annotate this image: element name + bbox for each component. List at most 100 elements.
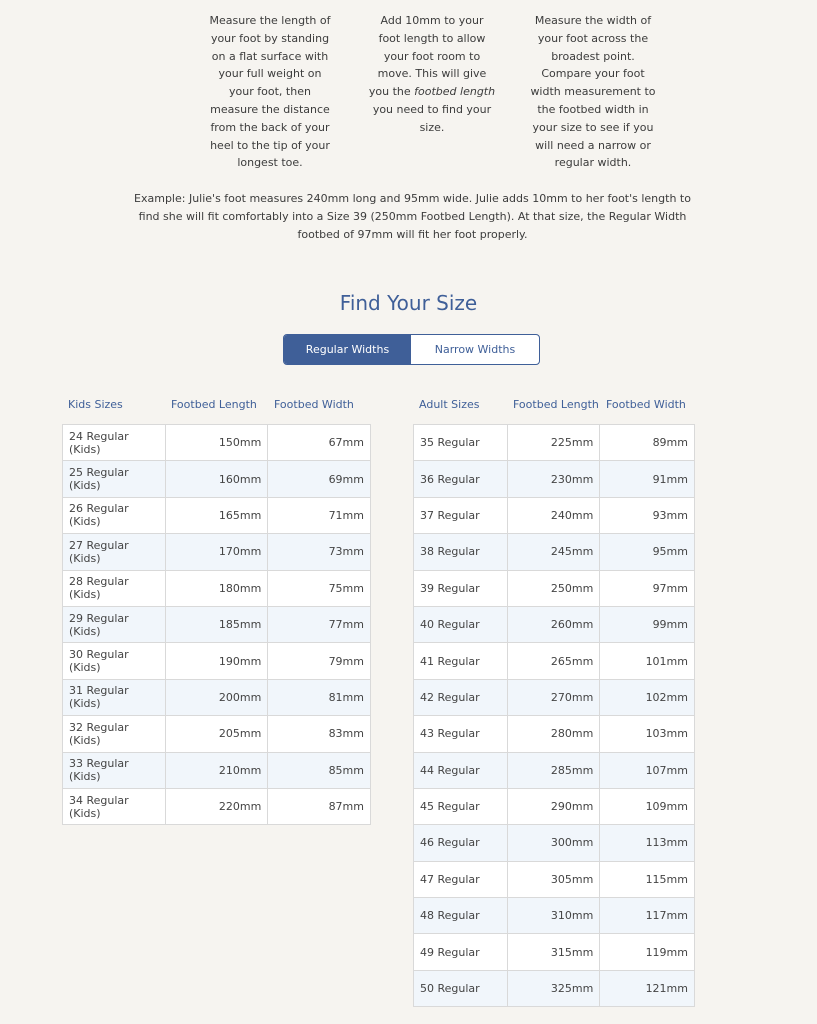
size-cell: 50 Regular <box>413 969 508 1008</box>
length-cell: 300mm <box>506 824 601 862</box>
width-cell: 85mm <box>267 751 371 789</box>
kids-size-table: 24 Regular (Kids) 150mm 67mm 25 Regular (Ki… <box>62 423 371 826</box>
table-row: 46 Regular 300mm 113mm <box>413 824 695 862</box>
length-cell: 150mm <box>164 423 269 462</box>
length-cell: 225mm <box>506 423 601 462</box>
length-cell: 325mm <box>506 969 601 1008</box>
length-cell: 310mm <box>506 897 601 935</box>
page-title: Find Your Size <box>339 291 478 315</box>
length-cell: 170mm <box>164 533 269 571</box>
table-row: 49 Regular 315mm 119mm <box>413 933 695 971</box>
table-row: 33 Regular (Kids) 210mm 85mm <box>62 751 371 789</box>
table-row: 24 Regular (Kids) 150mm 67mm <box>62 423 371 462</box>
table-row: 44 Regular 285mm 107mm <box>413 751 695 789</box>
size-cell: 32 Regular (Kids) <box>62 715 166 753</box>
width-cell: 81mm <box>267 678 371 717</box>
length-cell: 205mm <box>164 715 269 753</box>
length-cell: 190mm <box>164 642 269 680</box>
width-cell: 101mm <box>599 642 695 680</box>
step-text: Add 10mm to your foot length to allow yo… <box>368 14 487 99</box>
size-cell: 27 Regular (Kids) <box>62 533 166 571</box>
width-cell: 117mm <box>599 897 695 935</box>
table-row: 40 Regular 260mm 99mm <box>413 605 695 644</box>
width-cell: 93mm <box>599 496 695 535</box>
table-row: 47 Regular 305mm 115mm <box>413 860 695 899</box>
table-row: 34 Regular (Kids) 220mm 87mm <box>62 787 371 826</box>
width-cell: 91mm <box>599 460 695 498</box>
table-row: 42 Regular 270mm 102mm <box>413 678 695 717</box>
table-row: 25 Regular (Kids) 160mm 69mm <box>62 460 371 498</box>
regular-widths-tab[interactable]: Regular Widths <box>284 335 411 364</box>
length-cell: 305mm <box>506 860 601 899</box>
narrow-widths-tab[interactable]: Narrow Widths <box>434 343 516 356</box>
size-cell: 39 Regular <box>413 569 508 607</box>
length-cell: 315mm <box>506 933 601 971</box>
width-cell: 102mm <box>599 678 695 717</box>
width-cell: 109mm <box>599 787 695 826</box>
size-cell: 38 Regular <box>413 533 508 571</box>
table-row: 26 Regular (Kids) 165mm 71mm <box>62 496 371 535</box>
table-row: 37 Regular 240mm 93mm <box>413 496 695 535</box>
example-text: Example: Julie's foot measures 240mm lon… <box>134 192 691 241</box>
table-row: 48 Regular 310mm 117mm <box>413 897 695 935</box>
size-cell: 48 Regular <box>413 897 508 935</box>
length-cell: 165mm <box>164 496 269 535</box>
size-cell: 25 Regular (Kids) <box>62 460 166 498</box>
table-row: 35 Regular 225mm 89mm <box>413 423 695 462</box>
size-cell: 40 Regular <box>413 605 508 644</box>
table-row: 31 Regular (Kids) 200mm 81mm <box>62 678 371 717</box>
table-row: 27 Regular (Kids) 170mm 73mm <box>62 533 371 571</box>
adult-size-table: 35 Regular 225mm 89mm 36 Regular 230mm 91mm 37… <box>413 423 695 1008</box>
step-measure-length: Measure the length of your foot by stand… <box>209 14 331 170</box>
width-cell: 69mm <box>267 460 371 498</box>
length-cell: 270mm <box>506 678 601 717</box>
step-measure-width: Measure the width of your foot across th… <box>530 14 656 170</box>
length-cell: 250mm <box>506 569 601 607</box>
width-cell: 67mm <box>267 423 371 462</box>
length-cell: 210mm <box>164 751 269 789</box>
width-cell: 113mm <box>599 824 695 862</box>
size-cell: 37 Regular <box>413 496 508 535</box>
table-row: 30 Regular (Kids) 190mm 79mm <box>62 642 371 680</box>
width-cell: 121mm <box>599 969 695 1008</box>
width-cell: 75mm <box>267 569 371 607</box>
table-row: 50 Regular 325mm 121mm <box>413 969 695 1008</box>
table-row: 43 Regular 280mm 103mm <box>413 715 695 753</box>
size-cell: 46 Regular <box>413 824 508 862</box>
size-cell: 33 Regular (Kids) <box>62 751 166 789</box>
width-cell: 99mm <box>599 605 695 644</box>
kids-sizes-header: Kids Sizes <box>68 398 123 411</box>
table-row: 45 Regular 290mm 109mm <box>413 787 695 826</box>
length-cell: 180mm <box>164 569 269 607</box>
size-cell: 28 Regular (Kids) <box>62 569 166 607</box>
table-row: 41 Regular 265mm 101mm <box>413 642 695 680</box>
size-cell: 34 Regular (Kids) <box>62 787 166 826</box>
width-cell: 79mm <box>267 642 371 680</box>
width-cell: 115mm <box>599 860 695 899</box>
length-cell: 200mm <box>164 678 269 717</box>
size-cell: 44 Regular <box>413 751 508 789</box>
width-cell: 103mm <box>599 715 695 753</box>
length-cell: 230mm <box>506 460 601 498</box>
width-cell: 119mm <box>599 933 695 971</box>
size-cell: 29 Regular (Kids) <box>62 605 166 644</box>
length-cell: 260mm <box>506 605 601 644</box>
length-cell: 240mm <box>506 496 601 535</box>
width-cell: 97mm <box>599 569 695 607</box>
size-cell: 49 Regular <box>413 933 508 971</box>
length-cell: 290mm <box>506 787 601 826</box>
size-cell: 47 Regular <box>413 860 508 899</box>
adult-width-header: Footbed Width <box>606 398 686 411</box>
step-text: you need to find your size. <box>372 102 492 134</box>
table-row: 28 Regular (Kids) 180mm 75mm <box>62 569 371 607</box>
width-cell: 95mm <box>599 533 695 571</box>
table-row: 36 Regular 230mm 91mm <box>413 460 695 498</box>
width-cell: 71mm <box>267 496 371 535</box>
size-cell: 30 Regular (Kids) <box>62 642 166 680</box>
table-row: 39 Regular 250mm 97mm <box>413 569 695 607</box>
table-row: 32 Regular (Kids) 205mm 83mm <box>62 715 371 753</box>
length-cell: 285mm <box>506 751 601 789</box>
adult-length-header: Footbed Length <box>513 398 599 411</box>
width-cell: 83mm <box>267 715 371 753</box>
width-cell: 87mm <box>267 787 371 826</box>
